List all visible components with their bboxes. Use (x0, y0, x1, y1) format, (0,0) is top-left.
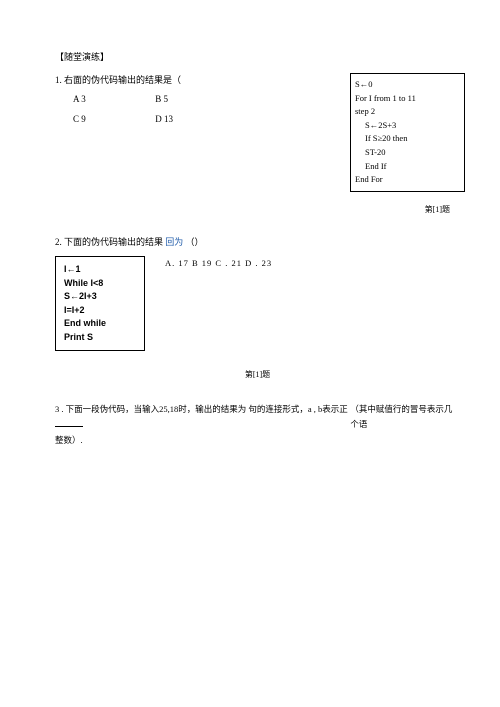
q2-reference: 第[1]题 (55, 369, 460, 380)
q2-stem-a: 2. 下面的伪代码输出的结果 (55, 237, 163, 247)
question-1: 1. 右面的伪代码输出的结果是（ A 3 B 5 C 9 D 13 S←0 Fo… (55, 73, 460, 215)
q3-part2: （其中赋值行的冒号表示几个语 (350, 402, 460, 433)
code-line: step 2 (355, 105, 460, 119)
code-line: S←0 (355, 78, 460, 92)
section-header: 【随堂演练】 (55, 50, 460, 63)
q3-part3: 整数）. (55, 433, 460, 448)
code-line: I=I+2 (64, 304, 136, 318)
code-line: S←2S+3 (355, 119, 460, 133)
code-line: For I from 1 to 11 (355, 92, 460, 106)
q3-part1: 3 . 下面一段伪代码，当输入25,18时，输出的结果为 句的连接形式，a , … (55, 402, 350, 433)
q1-option-c: C 9 (73, 114, 153, 124)
q2-code-box: I←1 While I<8 S←2I+3 I=I+2 End while Pri… (55, 256, 145, 351)
code-line: End If (355, 160, 460, 174)
code-line: End while (64, 317, 136, 331)
q1-option-d: D 13 (155, 114, 235, 124)
q2-stem-b: （） (186, 237, 204, 247)
code-line: If S≥20 then (355, 132, 460, 146)
question-3: 3 . 下面一段伪代码，当输入25,18时，输出的结果为 句的连接形式，a , … (55, 402, 460, 448)
blank-underline (55, 418, 83, 427)
q2-stem-mid: 回为 (165, 237, 183, 247)
code-line: End For (355, 173, 460, 187)
code-line: While I<8 (64, 277, 136, 291)
q1-reference: 第[1]题 (55, 204, 460, 215)
code-line: Print S (64, 331, 136, 345)
q2-options: A. 17 B 19 C . 21 D . 23 (145, 256, 272, 268)
q2-stem: 2. 下面的伪代码输出的结果 回为 （） (55, 235, 460, 248)
question-2: 2. 下面的伪代码输出的结果 回为 （） I←1 While I<8 S←2I+… (55, 235, 460, 380)
q1-option-b: B 5 (155, 94, 235, 104)
code-line: ST-20 (355, 146, 460, 160)
code-line: I←1 (64, 263, 136, 277)
q1-code-box: S←0 For I from 1 to 11 step 2 S←2S+3 If … (350, 73, 465, 192)
code-line: S←2I+3 (64, 290, 136, 304)
q1-option-a: A 3 (73, 94, 153, 104)
